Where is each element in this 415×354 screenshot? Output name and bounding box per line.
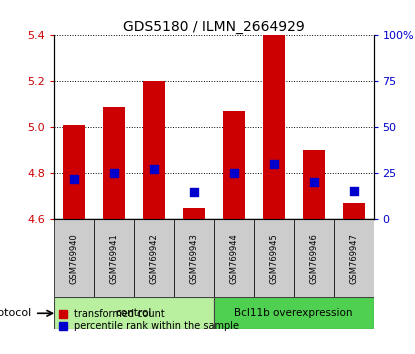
Text: GSM769947: GSM769947	[349, 233, 358, 284]
Point	[270, 161, 277, 167]
Bar	[214, 297, 374, 329]
Legend: transformed count, percentile rank within the sample: transformed count, percentile rank withi…	[59, 309, 239, 331]
Bar	[303, 150, 325, 219]
Point	[71, 176, 77, 182]
Point	[350, 188, 357, 194]
Bar	[143, 81, 165, 219]
Bar	[54, 297, 214, 329]
Text: GSM769942: GSM769942	[149, 233, 158, 284]
Text: GSM769944: GSM769944	[229, 233, 238, 284]
Point	[151, 166, 157, 172]
Bar	[183, 208, 205, 219]
Bar	[334, 219, 374, 297]
Title: GDS5180 / ILMN_2664929: GDS5180 / ILMN_2664929	[123, 21, 305, 34]
Bar	[103, 107, 125, 219]
Bar	[214, 219, 254, 297]
Bar	[54, 219, 94, 297]
Text: protocol: protocol	[0, 308, 32, 318]
Bar	[263, 35, 285, 219]
Text: GSM769946: GSM769946	[309, 233, 318, 284]
Text: GSM769941: GSM769941	[110, 233, 118, 284]
Text: control: control	[116, 308, 152, 318]
Text: GSM769940: GSM769940	[69, 233, 78, 284]
Point	[230, 171, 237, 176]
Bar	[294, 219, 334, 297]
Bar	[174, 219, 214, 297]
Text: GSM769943: GSM769943	[189, 233, 198, 284]
Bar	[342, 203, 364, 219]
Point	[310, 179, 317, 184]
Text: GSM769945: GSM769945	[269, 233, 278, 284]
Bar	[134, 219, 174, 297]
Bar	[63, 125, 85, 219]
Point	[110, 171, 117, 176]
Text: Bcl11b overexpression: Bcl11b overexpression	[234, 308, 353, 318]
Point	[190, 189, 197, 195]
Bar	[94, 219, 134, 297]
Bar	[254, 219, 294, 297]
Bar	[223, 111, 245, 219]
